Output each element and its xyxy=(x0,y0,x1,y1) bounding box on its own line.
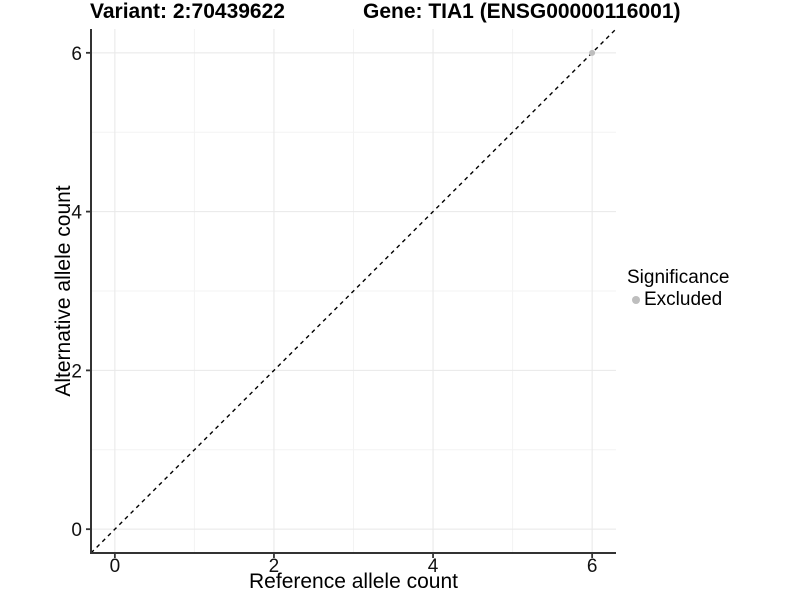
legend-entry-excluded: Excluded xyxy=(627,289,729,311)
variant-title: Variant: 2:70439622 xyxy=(90,0,285,23)
x-tick-label: 6 xyxy=(587,556,598,577)
y-tick-label: 2 xyxy=(71,361,82,382)
legend: Significance Excluded xyxy=(627,267,729,311)
y-tick-label: 6 xyxy=(71,44,82,65)
x-axis-title: Reference allele count xyxy=(249,570,458,593)
x-tick-label: 4 xyxy=(428,556,439,577)
x-tick-label: 2 xyxy=(269,556,280,577)
data-point xyxy=(589,49,596,56)
y-axis-title: Alternative allele count xyxy=(52,185,75,397)
legend-title: Significance xyxy=(627,267,730,288)
gene-title: Gene: TIA1 (ENSG00000116001) xyxy=(363,0,681,23)
identity-reference-line xyxy=(90,28,617,554)
legend-entry-label: Excluded xyxy=(644,289,723,310)
y-tick-label: 0 xyxy=(71,520,82,541)
x-tick-label: 0 xyxy=(110,556,121,577)
excluded-point-icon xyxy=(632,296,640,304)
y-tick-label: 4 xyxy=(71,203,82,224)
